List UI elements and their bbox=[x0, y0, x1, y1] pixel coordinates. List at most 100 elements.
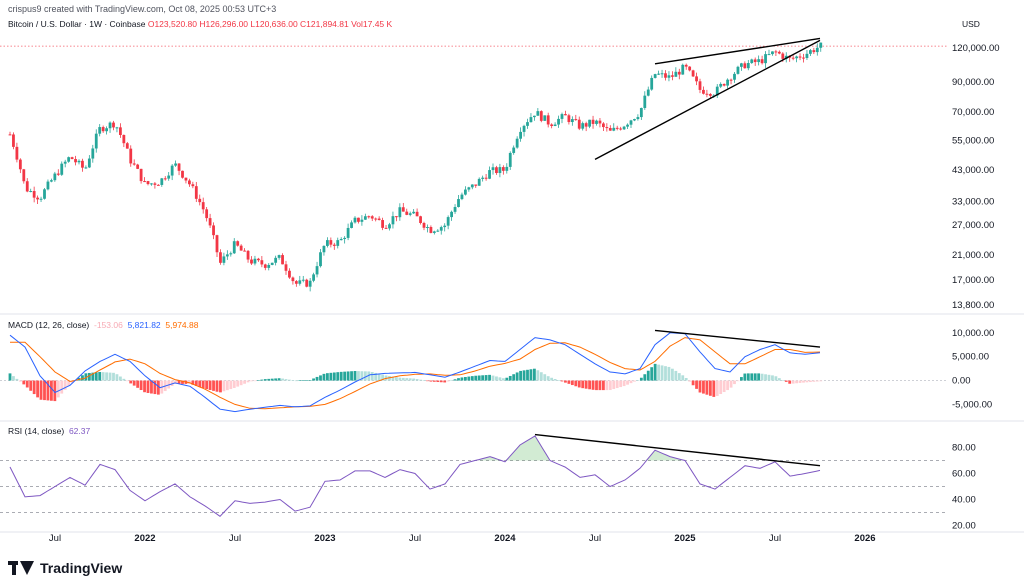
tradingview-logo[interactable]: TradingView bbox=[8, 560, 122, 576]
macd-hist-bar bbox=[215, 380, 219, 392]
candle-body bbox=[94, 133, 98, 149]
macd-hist-bar bbox=[450, 380, 453, 381]
candle-body bbox=[760, 59, 764, 64]
candle-body bbox=[167, 175, 171, 179]
candle-body bbox=[767, 54, 771, 56]
candle-body bbox=[753, 59, 757, 63]
candle-body bbox=[491, 167, 495, 171]
macd-hist-bar bbox=[336, 372, 340, 381]
macd-hist-bar bbox=[505, 377, 509, 381]
macd-hist-bar bbox=[460, 377, 464, 381]
macd-hist-bar bbox=[139, 380, 143, 391]
candle-body bbox=[422, 222, 426, 228]
macd-hist-bar bbox=[339, 371, 343, 381]
candle-body bbox=[122, 135, 126, 144]
time-axis-label: Jul bbox=[49, 533, 61, 544]
macd-hist-bar bbox=[229, 380, 233, 390]
candle-body bbox=[22, 169, 26, 182]
candle-body bbox=[32, 191, 36, 198]
macd-hist-bar bbox=[667, 366, 671, 381]
macd-hist-bar bbox=[591, 380, 595, 390]
candle-body bbox=[257, 258, 260, 261]
price-axis-label: 33,000.00 bbox=[952, 196, 994, 207]
macd-hist-bar bbox=[805, 380, 809, 383]
macd-hist-bar bbox=[464, 377, 467, 381]
macd-hist-bar bbox=[236, 380, 240, 387]
candle-body bbox=[81, 160, 84, 168]
macd-hist-bar bbox=[381, 374, 384, 381]
macd-hist-bar bbox=[629, 380, 633, 384]
time-axis-label: Jul bbox=[229, 533, 241, 544]
candle-body bbox=[415, 211, 419, 217]
candle-body bbox=[229, 253, 233, 255]
rsi-value: 62.37 bbox=[68, 426, 91, 436]
macd-hist-bar bbox=[208, 380, 212, 390]
rsi-line bbox=[9, 435, 821, 517]
candle-body bbox=[319, 252, 322, 267]
candle-body bbox=[419, 216, 422, 223]
rsi-overbought-fill bbox=[10, 435, 820, 461]
macd-hist-bar bbox=[605, 380, 609, 391]
macd-hist-bar bbox=[143, 380, 146, 393]
macd-hist-bar bbox=[412, 378, 416, 381]
candle-body bbox=[108, 122, 112, 129]
candle-body bbox=[681, 64, 685, 75]
macd-hist-bar bbox=[584, 380, 588, 389]
candle-body bbox=[191, 184, 195, 187]
candle-body bbox=[15, 146, 19, 160]
candle-body bbox=[581, 123, 585, 129]
candle-body bbox=[188, 180, 191, 185]
candle-body bbox=[363, 216, 367, 220]
candle-body bbox=[43, 189, 46, 199]
macd-hist-bar bbox=[101, 372, 105, 381]
candle-body bbox=[633, 119, 636, 121]
macd-hist-bar bbox=[270, 378, 274, 381]
macd-hist-bar bbox=[8, 373, 12, 381]
macd-hist-bar bbox=[588, 380, 591, 390]
macd-hist-bar bbox=[60, 380, 64, 394]
candle-body bbox=[91, 148, 95, 159]
macd-hist-bar bbox=[726, 380, 729, 391]
candle-body bbox=[412, 211, 416, 214]
price-trendline bbox=[594, 39, 821, 160]
candle-body bbox=[660, 73, 664, 75]
macd-hist-bar bbox=[329, 372, 333, 381]
rsi-title: RSI (14, close) bbox=[8, 426, 65, 436]
macd-hist-bar bbox=[260, 379, 264, 381]
macd-hist-bar bbox=[491, 375, 495, 381]
candle-body bbox=[63, 161, 67, 164]
candle-body bbox=[181, 170, 184, 178]
candle-body bbox=[643, 95, 647, 108]
candle-body bbox=[543, 115, 547, 121]
candle-body bbox=[360, 219, 364, 222]
macd-hist-bar bbox=[705, 380, 709, 395]
macd-hist-bar bbox=[319, 375, 322, 381]
candle-body bbox=[526, 122, 529, 126]
candle-body bbox=[170, 165, 174, 176]
price-axis-label: 120,000.00 bbox=[952, 43, 1000, 54]
macd-hist-bar bbox=[546, 376, 550, 381]
macd-hist-bar bbox=[46, 380, 50, 401]
macd-hist-bar bbox=[115, 374, 119, 381]
rsi-axis-label: 40.00 bbox=[952, 494, 976, 505]
candle-body bbox=[677, 71, 681, 75]
macd-hist-bar bbox=[198, 380, 202, 388]
candle-body bbox=[101, 127, 105, 132]
macd-hist-bar bbox=[812, 380, 816, 382]
candle-body bbox=[260, 260, 264, 265]
candle-body bbox=[222, 256, 226, 263]
macd-trendline bbox=[654, 329, 821, 348]
macd-hist-bar bbox=[25, 380, 29, 388]
candle-body bbox=[688, 66, 692, 71]
macd-hist-bar bbox=[501, 378, 505, 381]
macd-hist-bar bbox=[405, 378, 409, 381]
candle-body bbox=[484, 177, 488, 179]
candle-body bbox=[646, 89, 650, 96]
candle-body bbox=[481, 177, 485, 179]
candle-body bbox=[439, 227, 443, 231]
candle-body bbox=[201, 202, 205, 210]
candle-body bbox=[577, 119, 581, 129]
macd-hist-bar bbox=[415, 379, 419, 381]
candle-body bbox=[150, 183, 153, 185]
macd-hist-bar bbox=[619, 380, 623, 388]
